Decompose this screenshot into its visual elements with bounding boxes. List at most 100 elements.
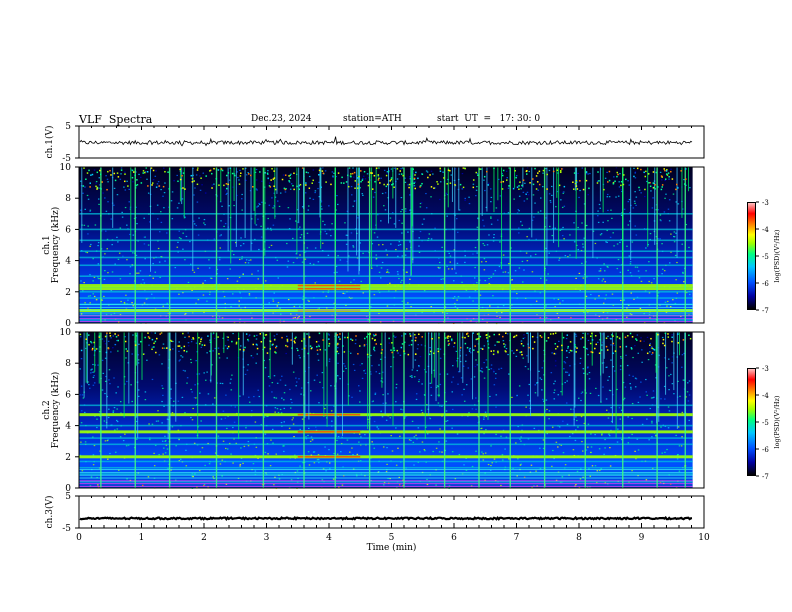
top-noise [135, 335, 138, 337]
noise-pixel [476, 252, 478, 254]
top-noise [337, 172, 340, 174]
noise-pixel [356, 453, 359, 455]
noise-pixel [279, 307, 281, 309]
noise-pixel [597, 210, 599, 212]
top-noise [248, 173, 250, 175]
noise-pixel [236, 280, 239, 282]
noise-pixel [180, 355, 182, 357]
top-noise [654, 188, 656, 190]
top-noise [220, 168, 223, 170]
low-band [79, 474, 693, 476]
noise-pixel [648, 280, 650, 283]
y-axis-label: ch.2 [42, 400, 52, 419]
noise-pixel [664, 451, 666, 453]
noise-pixel [125, 445, 128, 447]
noise-pixel [578, 196, 580, 199]
noise-pixel [381, 192, 384, 195]
noise-pixel [491, 462, 493, 464]
colorbar-tick-label: -7 [762, 307, 769, 315]
noise-pixel [395, 383, 398, 385]
noise-pixel [430, 394, 433, 396]
noise-pixel [248, 401, 251, 403]
noise-pixel [461, 321, 463, 323]
top-noise [306, 333, 308, 335]
top-noise [79, 333, 82, 336]
top-noise [654, 184, 656, 186]
noise-pixel [604, 447, 606, 449]
noise-pixel [294, 220, 297, 222]
top-noise [617, 173, 619, 176]
noise-pixel [670, 251, 672, 253]
noise-pixel [241, 193, 243, 196]
noise-pixel [245, 179, 247, 181]
noise-pixel [307, 299, 309, 301]
noise-pixel [472, 300, 474, 302]
noise-pixel [682, 272, 684, 274]
noise-pixel [257, 457, 259, 459]
noise-pixel [338, 280, 341, 282]
noise-pixel [564, 362, 567, 364]
sferic [615, 332, 617, 438]
noise-pixel [242, 273, 244, 276]
top-noise [256, 347, 259, 350]
noise-pixel [386, 305, 389, 307]
top-noise [305, 171, 308, 174]
top-noise [386, 183, 389, 186]
noise-pixel [477, 416, 480, 418]
colorbar-ch2 [747, 368, 756, 476]
noise-pixel [152, 179, 155, 181]
noise-pixel [283, 407, 286, 410]
top-noise [666, 168, 668, 171]
noise-pixel [458, 454, 461, 456]
noise-pixel [273, 335, 276, 337]
top-noise [554, 332, 557, 334]
sferic [458, 167, 460, 211]
top-noise [538, 183, 541, 186]
noise-pixel [398, 241, 401, 243]
top-noise [573, 172, 576, 174]
top-noise [493, 333, 495, 336]
noise-pixel [137, 354, 139, 356]
noise-pixel [81, 394, 84, 396]
top-noise [293, 172, 295, 175]
noise-pixel [650, 397, 653, 399]
top-noise [147, 185, 149, 187]
top-noise [379, 182, 381, 184]
noise-pixel [579, 362, 581, 364]
noise-pixel [240, 245, 242, 247]
noise-pixel [321, 387, 324, 389]
noise-pixel [582, 368, 585, 370]
noise-pixel [609, 465, 612, 467]
top-noise [438, 336, 440, 339]
noise-pixel [384, 209, 387, 211]
noise-pixel [159, 276, 161, 278]
noise-pixel [639, 307, 642, 310]
top-noise [363, 170, 366, 173]
noise-pixel [270, 439, 272, 441]
top-noise [497, 350, 499, 353]
noise-pixel [100, 230, 103, 232]
top-noise [371, 188, 374, 190]
noise-pixel [371, 365, 373, 367]
noise-pixel [120, 173, 122, 175]
noise-pixel [680, 445, 683, 447]
top-noise [610, 338, 612, 340]
noise-pixel [507, 212, 510, 214]
noise-pixel [251, 273, 253, 275]
top-noise [667, 333, 669, 335]
noise-pixel [119, 178, 122, 180]
noise-pixel [480, 347, 482, 349]
noise-pixel [508, 458, 510, 460]
noise-pixel [107, 181, 109, 183]
sferic [388, 167, 390, 224]
noise-pixel [240, 345, 242, 347]
noise-pixel [490, 196, 493, 199]
top-noise [409, 335, 412, 337]
noise-pixel [87, 307, 89, 309]
noise-pixel [645, 391, 648, 393]
sferic [527, 332, 529, 363]
noise-pixel [101, 389, 104, 391]
noise-pixel [390, 435, 392, 437]
sferic [622, 167, 624, 262]
noise-pixel [582, 243, 584, 245]
